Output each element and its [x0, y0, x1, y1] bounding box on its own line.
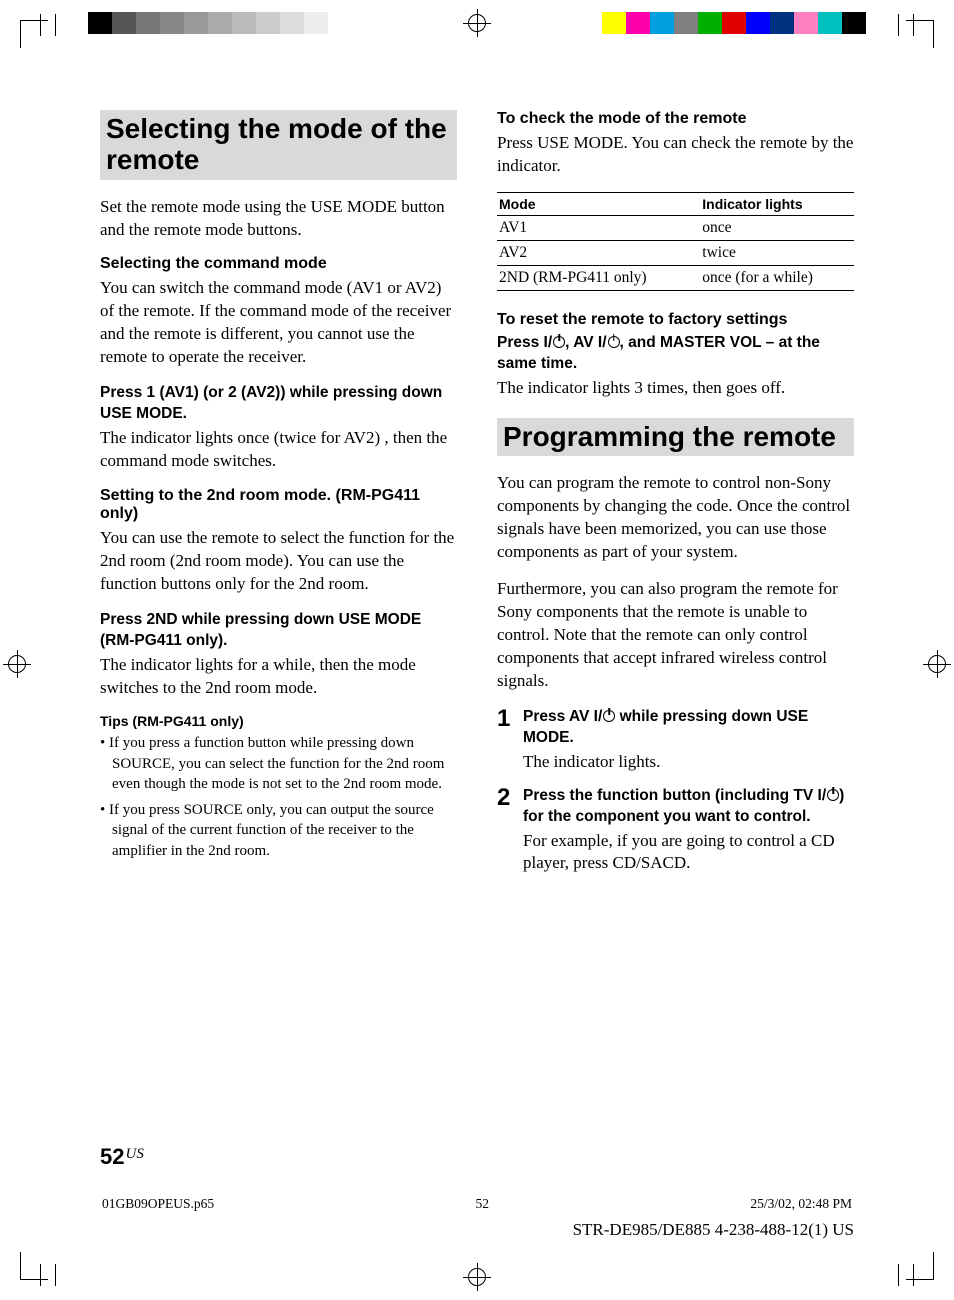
subheading: To check the mode of the remote	[497, 110, 854, 128]
instruction-heading: Press 2ND while pressing down USE MODE (…	[100, 610, 457, 652]
instruction-heading: Press 1 (AV1) (or 2 (AV2)) while pressin…	[100, 383, 457, 425]
subheading: Setting to the 2nd room mode. (RM-PG411 …	[100, 487, 457, 523]
step-2: 2 Press the function button (including T…	[497, 786, 854, 876]
page-footer: 52US 01GB09OPEUS.p65 52 25/3/02, 02:48 P…	[100, 1144, 854, 1240]
left-column: Selecting the mode of the remote Set the…	[100, 110, 457, 887]
text: , AV	[565, 334, 598, 351]
text: Press the function button (including TV	[523, 787, 818, 804]
reset-instruction: Press I/, AV I/, and MASTER VOL – at the…	[497, 333, 854, 375]
table-cell: twice	[700, 240, 854, 265]
body-text: You can use the remote to select the fun…	[100, 527, 457, 596]
right-column: To check the mode of the remote Press US…	[497, 110, 854, 887]
step-body-text: For example, if you are going to control…	[523, 830, 854, 876]
table-cell: once (for a while)	[700, 265, 854, 290]
body-text: The indicator lights once (twice for AV2…	[100, 427, 457, 473]
step-heading: Press AV I/ while pressing down USE MODE…	[523, 707, 854, 749]
step-heading: Press the function button (including TV …	[523, 786, 854, 828]
body-text: The indicator lights 3 times, then goes …	[497, 377, 854, 400]
step-1: 1 Press AV I/ while pressing down USE MO…	[497, 707, 854, 774]
page: Selecting the mode of the remote Set the…	[0, 0, 954, 1300]
page-num-value: 52	[100, 1144, 124, 1169]
tips-heading: Tips (RM-PG411 only)	[100, 713, 457, 729]
list-item: If you press SOURCE only, you can output…	[100, 800, 457, 861]
text: Press AV	[523, 708, 594, 725]
footer-meta-line: 01GB09OPEUS.p65 52 25/3/02, 02:48 PM	[100, 1196, 854, 1212]
body-text: You can program the remote to control no…	[497, 472, 854, 564]
section-title: Programming the remote	[497, 418, 854, 457]
mode-table: ModeIndicator lights AV1onceAV2twice2ND …	[497, 192, 854, 291]
footer-filename: 01GB09OPEUS.p65	[102, 1196, 214, 1212]
table-cell: once	[700, 215, 854, 240]
body-text: Press USE MODE. You can check the remote…	[497, 132, 854, 178]
power-icon	[603, 710, 615, 722]
table-cell: AV1	[497, 215, 700, 240]
footer-sheet: 52	[476, 1196, 490, 1212]
table-cell: 2ND (RM-PG411 only)	[497, 265, 700, 290]
table-row: 2ND (RM-PG411 only)once (for a while)	[497, 265, 854, 290]
subheading: Selecting the command mode	[100, 255, 457, 273]
table-header: Mode	[497, 192, 700, 215]
page-num-suffix: US	[125, 1146, 143, 1162]
power-icon	[827, 789, 839, 801]
text: Press	[497, 334, 544, 351]
table-row: AV1once	[497, 215, 854, 240]
table-row: AV2twice	[497, 240, 854, 265]
table-cell: AV2	[497, 240, 700, 265]
table-header: Indicator lights	[700, 192, 854, 215]
page-number: 52US	[100, 1144, 854, 1170]
intro-text: Set the remote mode using the USE MODE b…	[100, 196, 457, 242]
step-body-text: The indicator lights.	[523, 751, 854, 774]
power-icon	[608, 336, 620, 348]
body-text: Furthermore, you can also program the re…	[497, 578, 854, 693]
list-item: If you press a function button while pre…	[100, 733, 457, 794]
section-title: Selecting the mode of the remote	[100, 110, 457, 180]
footer-model: STR-DE985/DE885 4-238-488-12(1) US	[100, 1220, 854, 1240]
body-text: You can switch the command mode (AV1 or …	[100, 277, 457, 369]
tips-list: If you press a function button while pre…	[100, 733, 457, 861]
step-number: 1	[497, 707, 523, 774]
body-text: The indicator lights for a while, then t…	[100, 654, 457, 700]
step-number: 2	[497, 786, 523, 876]
footer-datetime: 25/3/02, 02:48 PM	[750, 1196, 852, 1212]
power-icon	[553, 336, 565, 348]
subheading: To reset the remote to factory settings	[497, 311, 854, 329]
